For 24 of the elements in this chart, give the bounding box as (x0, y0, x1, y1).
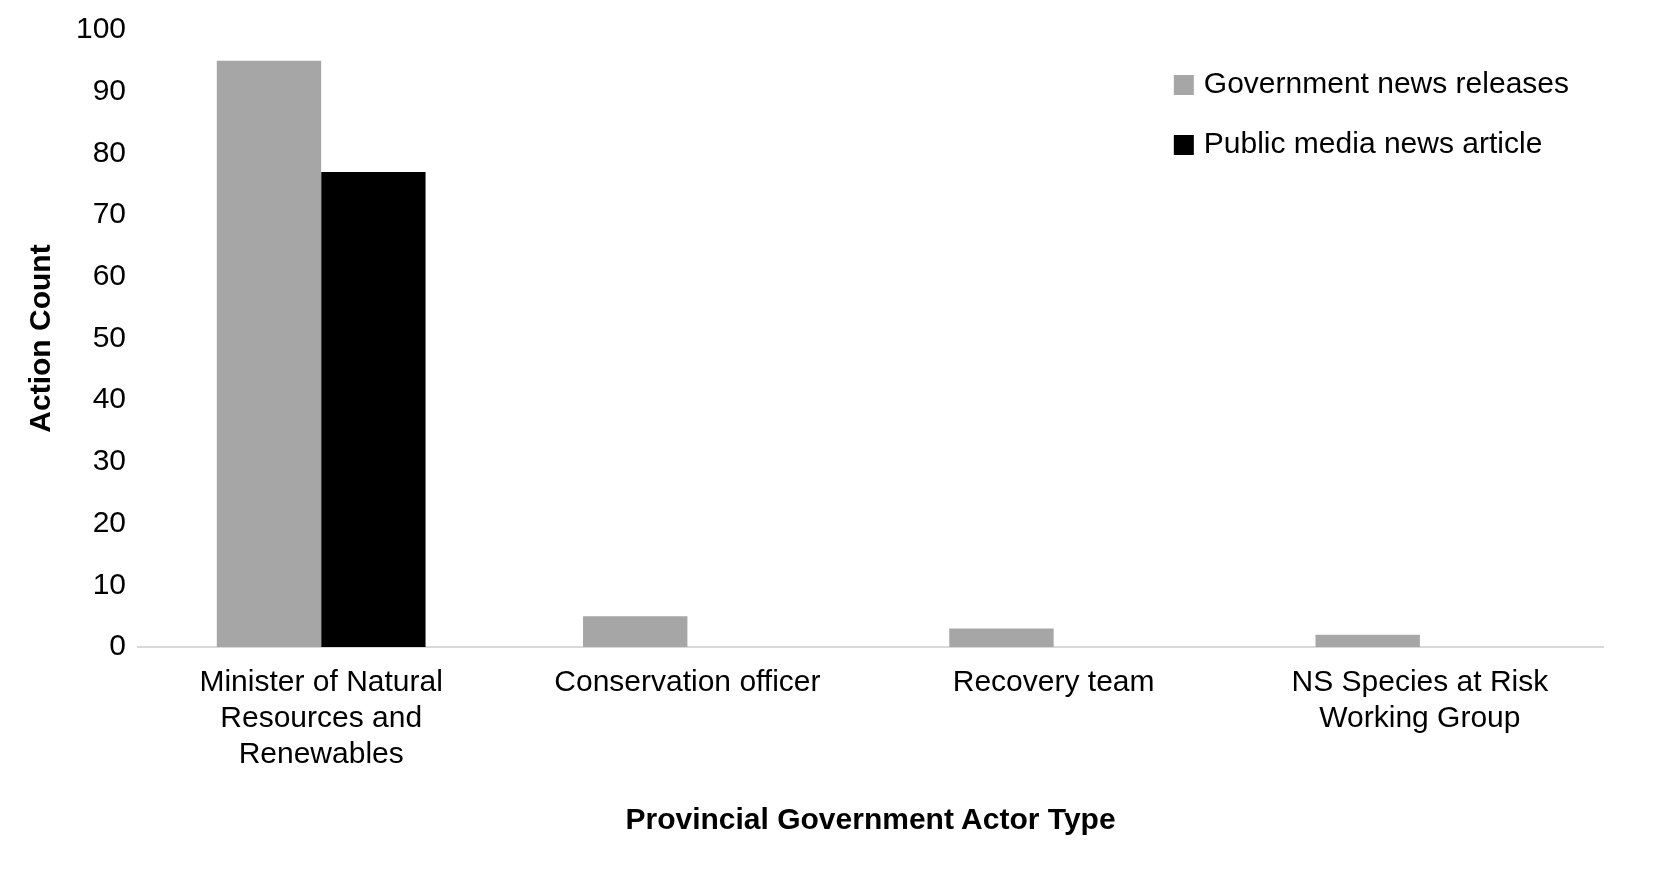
bar (949, 628, 1054, 647)
bar (583, 616, 688, 647)
y-tick-label: 80 (92, 134, 127, 168)
y-tick-label: 40 (92, 381, 127, 415)
legend-label: Government news releases (1203, 66, 1569, 100)
x-tick-label: NS Species at Risk Working Group (1291, 664, 1550, 734)
x-tick-label: Conservation officer (554, 664, 821, 698)
y-tick-label: 50 (92, 319, 127, 353)
x-axis-title: Provincial Government Actor Type (625, 802, 1116, 836)
y-tick-label: 30 (92, 443, 127, 477)
y-tick-label: 60 (92, 258, 127, 292)
bar (1315, 634, 1420, 647)
legend-label: Public media news article (1203, 126, 1543, 160)
bar (321, 171, 426, 647)
bar (216, 60, 322, 647)
y-axis-title: Action Count (23, 244, 57, 433)
y-tick-label: 20 (92, 504, 127, 538)
x-tick-label: Recovery team (952, 664, 1155, 698)
y-tick-label: 90 (92, 72, 127, 106)
y-tick-label: 0 (109, 628, 127, 662)
y-tick-label: 10 (92, 566, 127, 600)
x-tick-label: Minister of Natural Resources and Renewables (199, 664, 443, 770)
y-tick-label: 100 (75, 11, 127, 45)
y-tick-label: 70 (92, 196, 127, 230)
